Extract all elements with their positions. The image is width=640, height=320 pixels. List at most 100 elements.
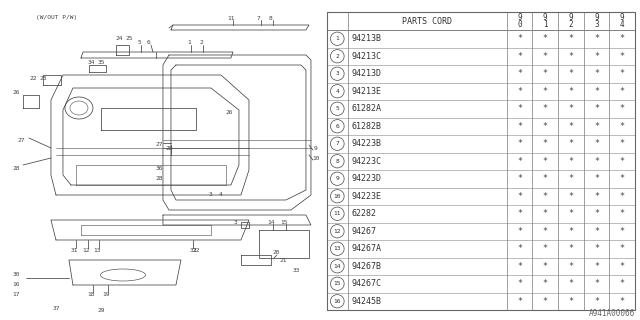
Text: *: * [543,87,548,96]
Text: 36: 36 [156,165,163,171]
Text: 32: 32 [192,247,200,252]
Text: *: * [517,122,522,131]
Text: *: * [517,297,522,306]
Text: *: * [517,192,522,201]
Text: *: * [543,52,548,61]
Text: *: * [543,157,548,166]
Text: *: * [568,297,573,306]
Text: 94267A: 94267A [351,244,381,253]
Text: 27: 27 [156,142,163,148]
Text: *: * [594,192,599,201]
Text: 25: 25 [125,36,132,41]
Text: 94213C: 94213C [351,52,381,61]
Text: *: * [517,209,522,218]
Text: *: * [517,87,522,96]
Text: 28: 28 [156,175,163,180]
Text: 28: 28 [165,146,173,150]
Text: *: * [594,209,599,218]
Text: *: * [594,262,599,271]
Text: 61282B: 61282B [351,122,381,131]
Text: 19: 19 [102,292,109,298]
Text: 4: 4 [335,89,339,94]
Text: 10: 10 [333,194,341,199]
Text: 9
4: 9 4 [620,12,625,29]
Text: *: * [543,174,548,183]
Text: 6: 6 [335,124,339,129]
Bar [241,222,249,228]
Text: *: * [594,52,599,61]
Text: 6: 6 [147,39,151,44]
Text: 5: 5 [137,39,141,44]
Text: 14: 14 [268,220,275,225]
Text: *: * [568,262,573,271]
Text: *: * [594,244,599,253]
Text: 3: 3 [335,71,339,76]
Text: *: * [620,297,625,306]
Text: *: * [517,279,522,288]
Text: *: * [620,87,625,96]
Text: 94267B: 94267B [351,262,381,271]
Text: 94223B: 94223B [351,139,381,148]
Text: *: * [543,104,548,113]
Text: *: * [594,297,599,306]
Text: *: * [594,104,599,113]
Text: 9
2: 9 2 [568,12,573,29]
Text: 61282A: 61282A [351,104,381,113]
Text: *: * [620,192,625,201]
Text: *: * [620,174,625,183]
Text: *: * [543,227,548,236]
Text: *: * [594,34,599,43]
Text: PARTS CORD: PARTS CORD [402,17,452,26]
Text: *: * [620,104,625,113]
Text: *: * [568,139,573,148]
Text: 9
1: 9 1 [543,12,547,29]
Text: 62282: 62282 [351,209,377,218]
Text: 94267C: 94267C [351,279,381,288]
Text: 16: 16 [333,299,341,304]
Text: *: * [620,157,625,166]
Text: *: * [517,174,522,183]
Text: *: * [517,34,522,43]
Text: *: * [620,69,625,78]
Text: 8: 8 [335,159,339,164]
Text: 1: 1 [187,39,191,44]
Text: *: * [517,52,522,61]
Text: *: * [594,157,599,166]
Text: 33: 33 [292,268,300,273]
Text: *: * [620,262,625,271]
Text: 18: 18 [87,292,95,298]
Text: 94213D: 94213D [351,69,381,78]
Text: *: * [594,174,599,183]
Text: 35: 35 [97,60,105,65]
Text: 9: 9 [314,146,318,150]
Text: 12: 12 [82,247,90,252]
Text: *: * [620,209,625,218]
Text: *: * [568,69,573,78]
Text: 15: 15 [280,220,288,225]
Text: 8: 8 [269,15,273,20]
Text: *: * [543,34,548,43]
Text: 13: 13 [93,247,100,252]
Text: 13: 13 [333,246,341,251]
Text: 34: 34 [87,60,95,65]
Text: *: * [543,279,548,288]
Text: *: * [517,104,522,113]
Text: *: * [543,122,548,131]
Text: *: * [517,244,522,253]
Text: 12: 12 [333,229,341,234]
Text: 4: 4 [219,193,223,197]
Text: 17: 17 [12,292,20,298]
Text: *: * [517,157,522,166]
Text: *: * [620,122,625,131]
Text: 29: 29 [97,308,105,313]
Text: 37: 37 [52,306,60,310]
Text: *: * [543,139,548,148]
Text: 7: 7 [257,15,261,20]
Text: *: * [620,52,625,61]
Text: 27: 27 [17,138,25,142]
Text: 5: 5 [335,106,339,111]
Text: 23: 23 [39,76,47,81]
Text: *: * [543,69,548,78]
Text: *: * [620,279,625,288]
Text: *: * [568,244,573,253]
